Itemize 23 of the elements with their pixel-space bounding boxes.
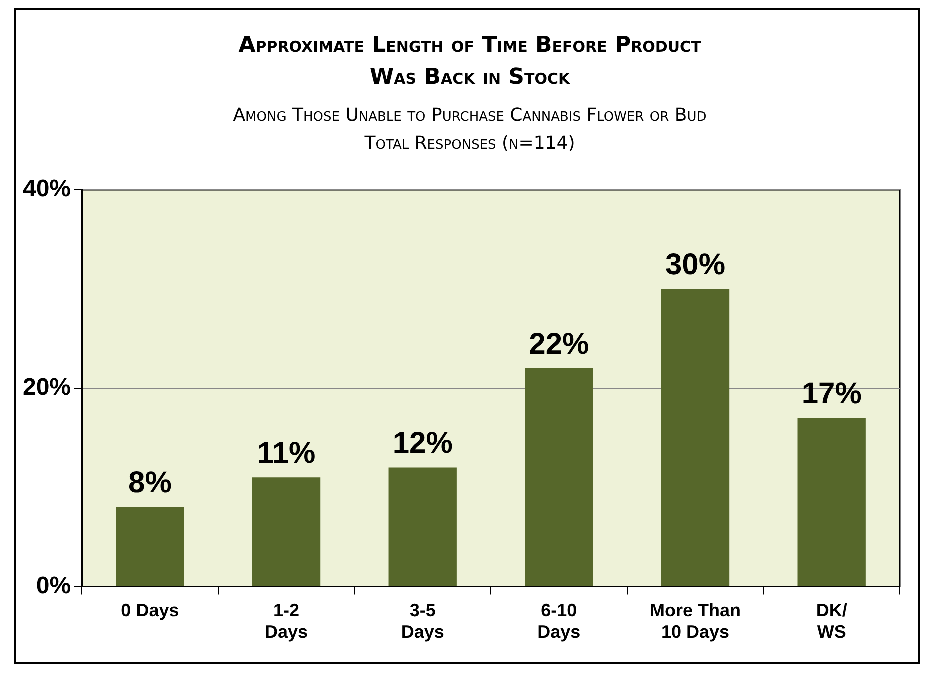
y-tick-label: 0% xyxy=(36,572,72,600)
bar xyxy=(525,368,594,586)
x-tick-label: DK/ WS xyxy=(816,600,848,642)
data-label: 30% xyxy=(665,248,726,282)
y-tick-label: 20% xyxy=(22,374,72,402)
chart-subtitle: Among Those Unable to Purchase Cannabis Flower or Bud Total Responses (n=114) xyxy=(232,104,708,156)
bar xyxy=(388,468,457,586)
x-tick-label: 1-2 Days xyxy=(265,600,308,642)
data-label: 11% xyxy=(257,436,316,470)
chart-title: Approximate Length of Time Before Product Was Back in Stock xyxy=(238,32,702,92)
bar xyxy=(116,507,184,586)
data-label: 12% xyxy=(392,427,453,460)
y-tick-label: 40% xyxy=(22,176,72,203)
data-label: 17% xyxy=(802,377,862,410)
bar xyxy=(661,289,730,586)
bar xyxy=(798,418,866,586)
x-tick-label: 6-10 Days xyxy=(538,600,581,642)
x-tick-label: 3-5 Days xyxy=(401,600,444,642)
data-label: 8% xyxy=(128,466,172,500)
x-tick-label: 0 Days xyxy=(121,600,180,621)
x-tick-label: More Than 10 Days xyxy=(650,600,742,642)
bar xyxy=(252,478,321,586)
data-label: 22% xyxy=(529,328,590,361)
